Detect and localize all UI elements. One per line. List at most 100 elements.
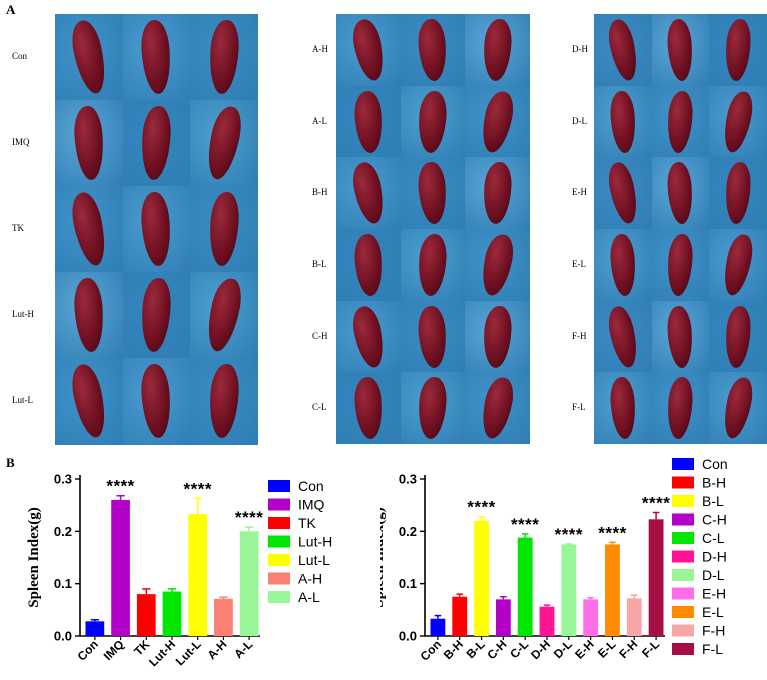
bar [136,594,156,636]
bar [162,591,182,636]
photo-row-label: F-H [572,330,587,341]
spleen-photo [709,85,767,158]
spleen-organ [72,277,106,353]
bar [85,621,105,636]
x-tick-label: Con [418,637,444,663]
spleen-organ [666,304,695,369]
legend-label: Con [298,478,324,494]
legend-label: E-L [702,604,724,620]
legend-label: E-H [702,586,726,602]
spleen-photo [709,300,767,373]
legend-label: Lut-H [298,534,332,550]
photo-row-label: Lut-H [12,309,34,319]
spleen-photo [594,372,653,445]
y-tick-label: 0.0 [54,629,72,644]
spleen-photo [400,85,466,158]
spleen-photo [122,358,191,445]
legend-label: F-H [702,623,725,639]
legend-swatch [268,554,290,566]
x-tick-label: Lut-L [173,637,204,668]
spleen-photo [709,372,767,445]
legend-swatch [268,498,290,511]
legend-swatch [672,532,694,544]
spleen-organ [207,19,241,95]
photo-row-label: E-H [572,187,587,198]
spleen-photo [465,14,531,87]
spleen-organ [477,375,518,442]
bar [539,606,555,636]
legend-swatch [672,550,694,563]
spleen-photo [190,272,259,359]
y-axis-title: Spleen Index(g) [380,507,387,607]
spleen-photo [651,300,710,373]
bar [214,598,233,636]
x-tick-label: F-H [616,637,640,661]
spleen-organ [139,105,174,181]
spleen-photo [336,372,402,445]
spleen-photo [190,186,259,273]
photo-row-label: IMQ [12,137,30,147]
x-tick-label: Con [75,637,101,663]
bar [495,599,511,636]
x-tick-label: E-L [595,637,619,661]
photo-row-label: A-L [312,115,327,126]
y-tick-label: 0.3 [399,472,417,487]
spleen-photo [190,358,259,445]
significance-label: **** [183,479,211,498]
panel-a-label: A [6,2,16,17]
spleen-photo [651,14,710,87]
legend-label: Lut-L [298,552,330,568]
legend-label: D-H [702,549,727,565]
bar [452,596,468,636]
photo-panel-3: D-H D-L E-H E-L F-H F-L [560,14,767,445]
spleen-organ [202,275,246,355]
x-tick-label: A-L [231,637,255,661]
significance-label: **** [555,525,583,544]
bar [474,520,489,636]
spleen-photo [709,157,767,230]
bar [239,531,259,636]
bar [583,599,599,636]
legend-label: C-L [702,530,725,546]
legend-swatch [268,572,290,585]
significance-label: **** [642,493,670,512]
spleen-organ [352,376,385,440]
spleen-photo [122,14,191,101]
spleen-organ [719,88,757,155]
y-tick-label: 0.1 [54,576,72,591]
spleen-photo [55,186,124,273]
spleen-photo [122,100,191,187]
photo-row-label: F-L [572,402,586,413]
legend-label: B-H [702,475,726,491]
x-tick-label: B-H [441,637,466,662]
spleen-organ [608,89,638,154]
legend-swatch [672,569,694,581]
spleen-organ [723,304,753,369]
bar [626,598,642,636]
spleen-photo [336,85,402,158]
spleen-photo [400,300,466,373]
spleen-photo [400,157,466,230]
spleen-photo [400,229,466,302]
spleen-organ [207,191,241,267]
photo-row-label: Lut-L [12,395,33,405]
spleen-photo [465,300,531,373]
legend-swatch [672,476,694,489]
legend-swatch [268,591,290,603]
photo-panel-2: A-H A-L B-H B-L C-H C-L [300,14,531,445]
spleen-photo [336,157,402,230]
y-tick-label: 0.3 [54,472,72,487]
legend-swatch [268,517,290,529]
legend-swatch [672,624,694,637]
legend-label: TK [298,515,317,531]
legend-label: Con [702,458,728,472]
y-tick-label: 0.0 [399,629,417,644]
spleen-organ [481,161,514,225]
significance-label: **** [598,523,626,542]
legend-swatch [672,643,694,655]
x-tick-label: C-L [507,637,531,661]
spleen-photo [651,85,710,158]
spleen-photo [55,14,124,101]
legend-label: A-L [298,589,320,605]
